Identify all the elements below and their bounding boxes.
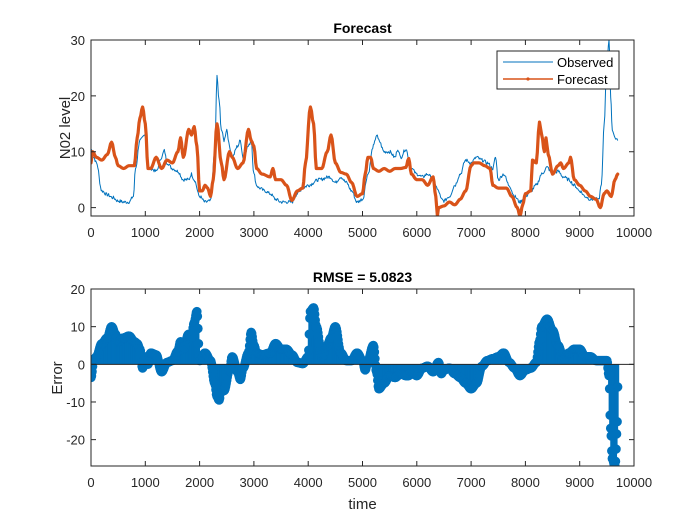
legend-forecast-marker bbox=[526, 77, 530, 81]
forecast-xtick-label: 0 bbox=[87, 225, 94, 240]
forecast-axes: Forecast N02 level 0 1000 2000 3000 4000 5000… bbox=[57, 20, 652, 240]
error-data-layer bbox=[91, 303, 634, 466]
error-point bbox=[604, 384, 615, 394]
error-xlabel: time bbox=[348, 496, 376, 513]
error-point bbox=[611, 444, 621, 454]
error-ytick-label: -20 bbox=[66, 433, 85, 448]
forecast-legend: Observed Forecast bbox=[496, 50, 620, 90]
error-ylabel: Error bbox=[49, 361, 66, 394]
error-xtick-label: 9000 bbox=[565, 475, 594, 490]
forecast-xtick-label: 1000 bbox=[131, 225, 160, 240]
error-xtick-label: 7000 bbox=[457, 475, 486, 490]
forecast-series-line bbox=[91, 105, 620, 216]
error-title: RMSE = 5.0823 bbox=[313, 269, 412, 285]
error-point bbox=[304, 329, 314, 339]
error-point bbox=[613, 382, 623, 392]
forecast-ytick-label: 0 bbox=[78, 201, 85, 216]
forecast-xtick-label: 8000 bbox=[511, 225, 540, 240]
error-xtick-label: 6000 bbox=[402, 475, 431, 490]
error-ytick-label: 20 bbox=[71, 282, 85, 297]
error-axes: RMSE = 5.0823 Error time 0 1000 2000 3000 40… bbox=[49, 269, 652, 513]
forecast-title: Forecast bbox=[333, 20, 392, 36]
forecast-xtick-label: 5000 bbox=[348, 225, 377, 240]
error-xtick-label: 8000 bbox=[511, 475, 540, 490]
forecast-axes-box bbox=[90, 39, 635, 217]
error-point bbox=[193, 338, 204, 349]
error-ytick-label: 10 bbox=[71, 320, 85, 335]
error-point bbox=[604, 370, 614, 381]
forecast-xtick-label: 4000 bbox=[294, 225, 323, 240]
forecast-ylabel: N02 level bbox=[57, 97, 74, 160]
forecast-xtick-label: 3000 bbox=[239, 225, 268, 240]
forecast-xtick-label: 2000 bbox=[185, 225, 214, 240]
forecast-xtick-label: 10000 bbox=[616, 225, 652, 240]
error-xtick-label: 10000 bbox=[616, 475, 652, 490]
legend-observed-label: Observed bbox=[557, 55, 613, 70]
error-point bbox=[611, 429, 622, 439]
error-point bbox=[192, 311, 203, 321]
legend-forecast-label: Forecast bbox=[557, 72, 608, 87]
error-point bbox=[304, 345, 314, 355]
error-xtick-label: 3000 bbox=[239, 475, 268, 490]
forecast-xtick-label: 9000 bbox=[565, 225, 594, 240]
forecast-ytick-label: 20 bbox=[71, 89, 85, 104]
forecast-ytick-label: 10 bbox=[71, 145, 85, 160]
error-ticks: 0 1000 2000 3000 4000 5000 6000 7000 8000 9000 100… bbox=[66, 282, 652, 490]
error-point bbox=[193, 323, 203, 334]
error-ytick-label: 0 bbox=[78, 357, 85, 372]
forecast-xtick-label: 7000 bbox=[457, 225, 486, 240]
error-xtick-label: 4000 bbox=[294, 475, 323, 490]
error-xtick-label: 1000 bbox=[131, 475, 160, 490]
error-xtick-label: 5000 bbox=[348, 475, 377, 490]
legend-box bbox=[496, 50, 620, 90]
error-xtick-label: 2000 bbox=[185, 475, 214, 490]
error-axes-box bbox=[90, 288, 635, 467]
forecast-ticks: 0 1000 2000 3000 4000 5000 6000 7000 8000 9000 100… bbox=[71, 33, 653, 240]
error-ytick-label: -10 bbox=[66, 395, 85, 410]
forecast-ytick-label: 30 bbox=[71, 33, 85, 48]
forecast-xtick-label: 6000 bbox=[402, 225, 431, 240]
error-point bbox=[605, 410, 615, 420]
error-point bbox=[610, 456, 621, 466]
error-point bbox=[612, 417, 622, 427]
error-xtick-label: 0 bbox=[87, 475, 94, 490]
forecast-data-layer bbox=[91, 40, 620, 216]
